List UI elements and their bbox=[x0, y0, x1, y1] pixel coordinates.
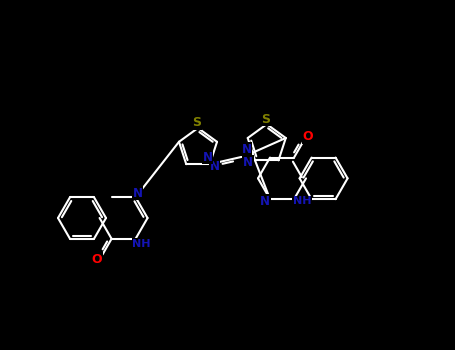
Text: N: N bbox=[210, 160, 220, 173]
Text: NH: NH bbox=[293, 196, 311, 206]
Text: N: N bbox=[243, 156, 253, 169]
Text: O: O bbox=[91, 253, 102, 266]
Text: NH: NH bbox=[132, 239, 151, 249]
Text: O: O bbox=[303, 131, 313, 144]
Text: S: S bbox=[192, 117, 202, 130]
Text: N: N bbox=[132, 187, 142, 200]
Text: N: N bbox=[203, 151, 213, 164]
Text: N: N bbox=[242, 143, 252, 156]
Text: S: S bbox=[261, 113, 270, 126]
Text: N: N bbox=[260, 195, 270, 208]
